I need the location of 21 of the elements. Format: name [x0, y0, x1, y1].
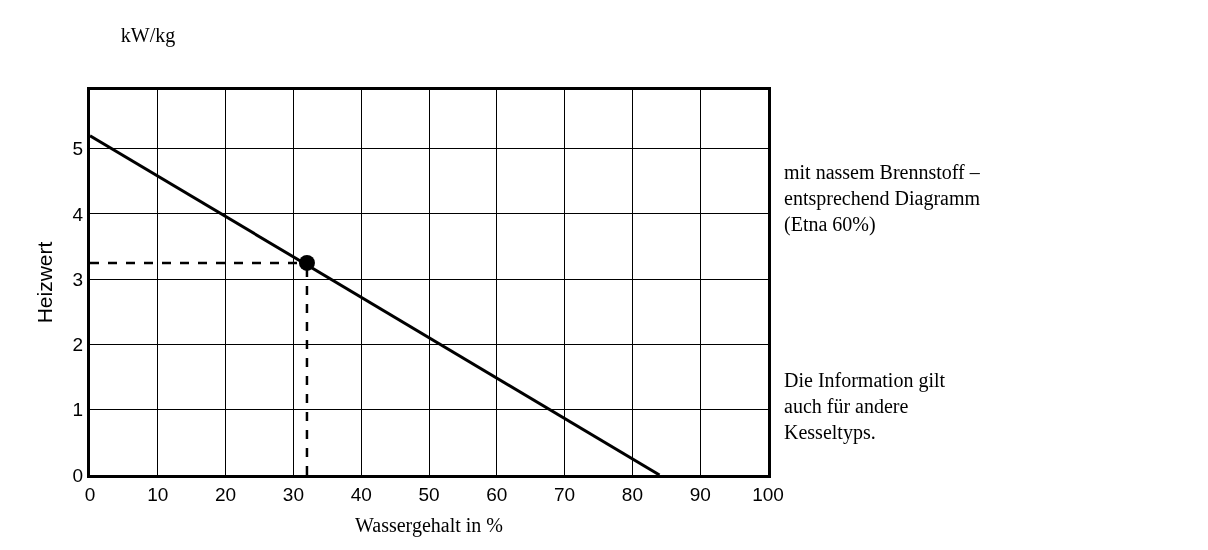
y-tick-label: 0: [72, 464, 84, 486]
y-tick-label: 5: [72, 138, 84, 160]
y-tick-label: 3: [72, 268, 84, 290]
x-tick-label: 10: [147, 483, 169, 505]
x-tick-label: 70: [554, 483, 576, 505]
x-tick-label: 40: [350, 483, 372, 505]
x-tick-label: 20: [215, 483, 237, 505]
x-tick-label: 100: [752, 483, 784, 505]
x-tick-label: 90: [689, 483, 711, 505]
x-axis-title: Wassergehalt in %: [355, 514, 503, 538]
text: mit nassem Brennstoff – entsprechend Diagramm (Etna 60%): [784, 161, 981, 236]
y-tick-label: 1: [72, 399, 84, 421]
y-tick-label: 2: [72, 334, 84, 356]
x-tick-label: 80: [621, 483, 643, 505]
y-tick-label: 4: [72, 203, 84, 225]
chart-title: kW/kg: [120, 23, 176, 47]
x-tick-label: 60: [486, 483, 508, 505]
y-axis-title: Heizwert: [32, 241, 56, 324]
x-tick-label: 30: [282, 483, 304, 505]
x-tick-label: 50: [418, 483, 440, 505]
text: Die Information gilt auch für andere Kesseltyps.: [784, 369, 946, 444]
